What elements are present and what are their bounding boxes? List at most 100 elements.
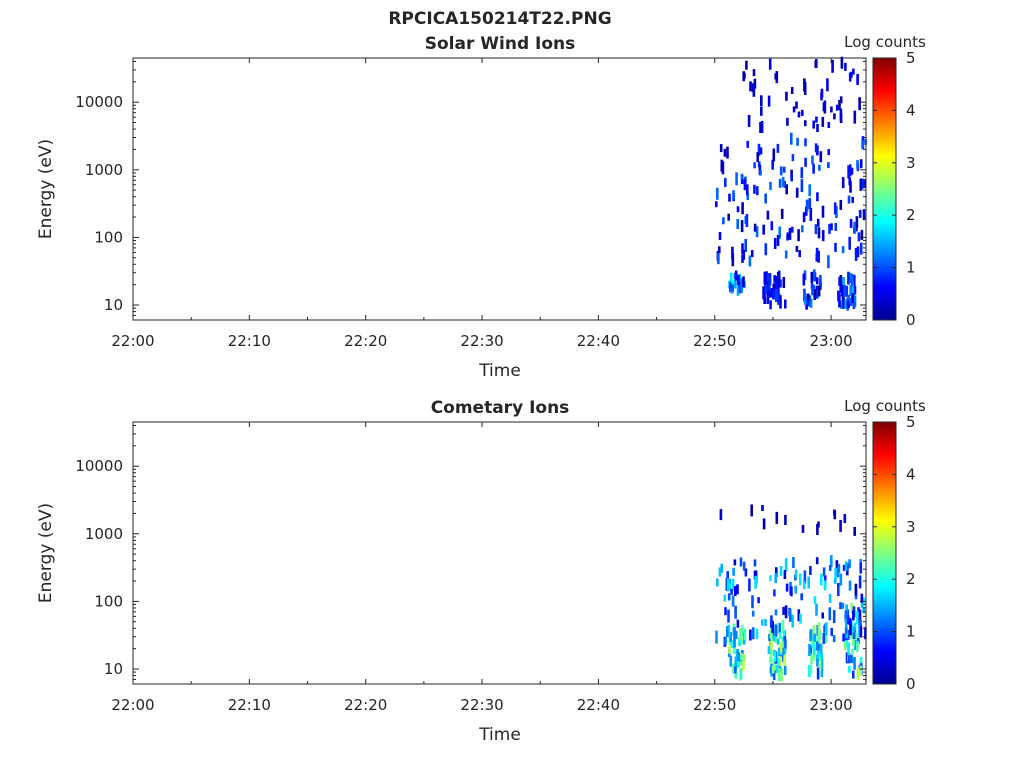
heatmap-cell <box>724 607 727 616</box>
x-tick-label: 23:00 <box>809 696 852 714</box>
heatmap-cell <box>731 253 735 267</box>
heatmap-cell <box>809 664 813 674</box>
heatmap-cell <box>734 656 738 670</box>
heatmap-cell <box>855 216 859 229</box>
heatmap-cell <box>833 113 836 120</box>
heatmap-cell <box>818 656 822 669</box>
heatmap-cell <box>851 281 854 295</box>
heatmap-cell <box>847 642 850 656</box>
heatmap-cell <box>775 665 779 673</box>
x-tick-label: 22:30 <box>460 696 503 714</box>
heatmap-cell <box>749 629 752 641</box>
heatmap-cell <box>764 193 767 204</box>
heatmap-cell <box>785 583 789 592</box>
heatmap-cell <box>794 569 798 578</box>
heatmap-cell <box>777 657 780 667</box>
panel-1: Solar Wind Ions 22:00 22:10 22:20 22:30 22:40… <box>36 33 926 381</box>
heatmap-cell <box>860 601 864 608</box>
colorbar-tick-label: 2 <box>906 206 916 224</box>
heatmap-cell <box>853 110 857 124</box>
heatmap-cell <box>776 234 780 246</box>
heatmap-cell <box>839 573 843 586</box>
heatmap-cell <box>715 201 718 208</box>
heatmap-cell <box>827 122 831 128</box>
heatmap-cell <box>834 568 837 581</box>
heatmap-cell <box>856 667 860 680</box>
heatmap-cell <box>737 275 740 286</box>
heatmap-cell <box>734 586 737 596</box>
plot-frame <box>132 57 867 321</box>
heatmap-cell <box>769 656 772 663</box>
heatmap-cell <box>848 164 852 177</box>
heatmap-cell <box>746 194 750 201</box>
heatmap-cell <box>812 625 816 637</box>
heatmap-cell <box>725 626 729 638</box>
heatmap-cell <box>813 269 816 282</box>
heatmap-cell <box>716 187 719 200</box>
heatmap-cell <box>819 643 823 654</box>
heatmap-cell <box>834 222 838 231</box>
x-tick-label: 22:30 <box>460 332 503 350</box>
heatmap-cell <box>729 631 732 642</box>
heatmap-cell <box>768 284 771 295</box>
heatmap-cell <box>810 271 814 283</box>
heatmap-cell <box>858 575 862 589</box>
heatmap-cell <box>741 243 744 255</box>
heatmap-cell <box>821 205 825 218</box>
heatmap-cell <box>816 635 820 642</box>
heatmap-cell <box>774 573 777 584</box>
heatmap-cell <box>849 298 853 306</box>
heatmap-cell <box>783 630 786 636</box>
heatmap-cell <box>848 236 851 250</box>
heatmap-cell <box>774 624 778 637</box>
heatmap-cell <box>854 247 858 261</box>
heatmap-cell <box>848 580 852 591</box>
heatmap-cell <box>839 300 843 309</box>
heatmap-cell <box>813 648 816 655</box>
colorbar-tick-label: 1 <box>906 259 916 277</box>
colorbar-tick-label: 4 <box>906 465 916 483</box>
heatmap-cell <box>784 250 788 259</box>
y-tick-label: 100 <box>94 228 123 246</box>
heatmap-cell <box>774 630 778 644</box>
heatmap-cell <box>851 657 855 664</box>
heatmap-cell <box>809 207 813 221</box>
heatmap-cell <box>809 629 813 641</box>
heatmap-cell <box>852 638 855 647</box>
heatmap-cell <box>855 633 859 641</box>
heatmap-cell <box>762 518 766 530</box>
panel-title: Cometary Ions <box>431 398 570 418</box>
colorbar-tick-label: 5 <box>906 413 916 431</box>
heatmap-cell <box>769 632 773 639</box>
heatmap-cell <box>769 289 773 298</box>
heatmap-cell <box>811 635 814 648</box>
heatmap-cell <box>743 179 747 191</box>
heatmap-cell <box>846 615 850 625</box>
x-axis-label: Time <box>478 361 521 381</box>
heatmap-cell <box>832 635 836 643</box>
heatmap-cell <box>780 208 784 219</box>
heatmap-cell <box>831 59 834 73</box>
colorbar-tick-label: 3 <box>906 154 916 172</box>
heatmap-cell <box>776 271 780 284</box>
heatmap-cell <box>808 184 811 197</box>
heatmap-cell <box>843 639 847 651</box>
heatmap-cell <box>859 656 863 664</box>
heatmap-cell <box>826 78 829 92</box>
heatmap-cell <box>740 220 744 233</box>
heatmap-cell <box>732 648 736 654</box>
heatmap-cell <box>842 277 845 285</box>
heatmap-cell <box>778 632 782 639</box>
heatmap-cell <box>804 295 807 305</box>
heatmap-cell <box>756 152 759 163</box>
heatmap-cell <box>845 619 848 630</box>
heatmap-cell <box>762 224 765 235</box>
heatmap-cell <box>856 73 859 85</box>
heatmap-cell <box>751 595 754 609</box>
heatmap-cell <box>859 665 863 676</box>
heatmap-cell <box>860 593 864 603</box>
heatmap-cell <box>733 559 737 566</box>
heatmap-cell <box>790 586 793 597</box>
heatmap-cell <box>812 284 815 291</box>
